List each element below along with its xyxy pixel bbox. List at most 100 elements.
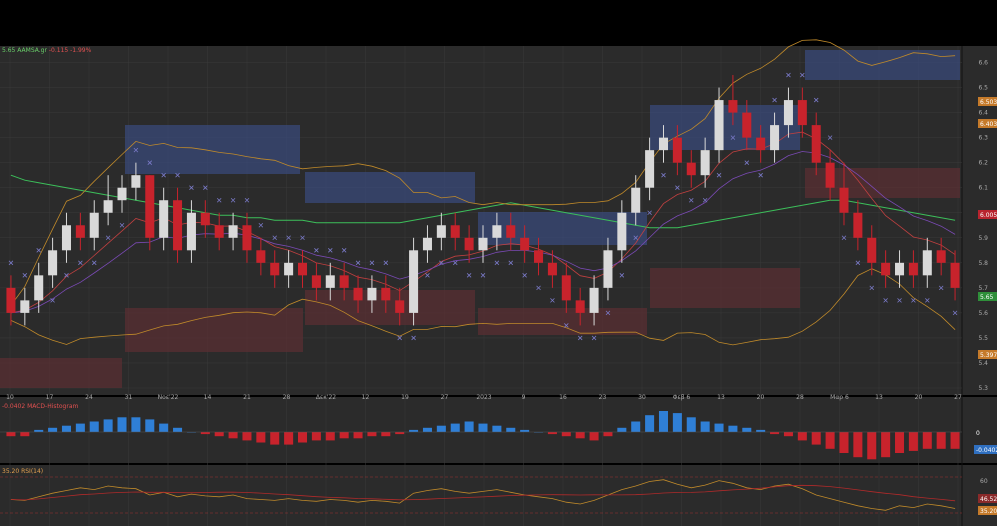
sar-marker [758,172,763,178]
zone-box-1 [305,172,475,203]
price-tick-label: 5.7 [978,285,988,292]
candle-body [353,287,363,301]
macd-bar [783,432,793,437]
zone-box-8 [478,308,647,335]
price-tick-label: 6.4 [978,110,988,117]
candle-body [159,200,169,238]
sar-marker [841,235,847,241]
macd-bar [450,423,460,432]
macd-bar [200,432,210,435]
sar-marker [827,135,833,140]
price-tick-label: 6.1 [978,185,988,192]
sar-marker [355,260,361,266]
sar-marker [508,260,514,266]
rsi-signal-line [10,484,956,502]
sar-marker [938,285,944,291]
macd-bar [922,432,932,449]
sar-marker [383,260,389,266]
price-tick-label: 5.5 [978,335,988,342]
x-tick-label: 27 [954,394,962,401]
rsi-axis-label: 46.52 [980,496,997,503]
candle-body [131,175,141,188]
price-badge-label: 5.397 [980,352,997,359]
sar-marker [397,335,402,341]
candle-body [103,200,113,213]
macd-bar [145,419,155,432]
candle-body [853,212,863,238]
rsi-axis-label: 35.20 [980,508,997,515]
macd-axis-label: 0 [976,430,980,437]
candle-body [783,100,793,126]
sar-marker [147,160,153,165]
price-tick-label: 6.3 [978,135,988,142]
price-tick-label: 5.3 [978,385,988,392]
candle-body [20,300,30,313]
x-tick-label: 13 [875,394,883,401]
macd-bar [714,423,724,432]
candle-body [728,100,738,113]
sar-marker [133,147,139,153]
candle-body [117,187,127,201]
sar-marker [216,197,222,203]
sar-marker [494,260,500,266]
sar-marker [119,222,125,228]
price-badge [978,292,997,301]
macd-bar [422,427,432,432]
candle-body [214,225,224,238]
price-legend: 5.65 AAMSA.gr -0.115 -1.99% [2,47,91,54]
candle-body [603,250,613,288]
sar-marker [869,285,875,291]
zone-box-4 [805,50,960,80]
x-tick-label: 14 [204,394,212,401]
candle-body [311,275,321,288]
sar-marker [466,273,472,278]
candle-body [645,150,655,188]
candle-body [89,212,99,238]
x-tick-label: 2023 [476,394,491,401]
candle-body [867,237,877,263]
candle-body [61,225,71,251]
macd-bar [672,413,682,432]
sar-marker [911,298,916,303]
macd-bar [367,432,377,437]
sar-marker [175,172,180,178]
macd-bar [214,432,224,437]
macd-bar [589,432,599,441]
candle-body [492,225,502,238]
symbol-label: 5.65 AAMSA.gr [2,47,47,54]
top-black-bar [0,0,997,46]
sar-marker [258,222,264,228]
x-tick-label: 23 [599,394,607,401]
rsi-line [10,479,956,511]
sar-marker [341,248,347,253]
sar-marker [647,210,652,216]
macd-bar [256,432,266,443]
sar-marker [564,323,569,328]
sar-marker [439,260,444,266]
macd-bar [284,432,294,445]
candle-body [575,300,585,313]
macd-bar [75,423,85,432]
x-tick-label: 24 [85,394,93,401]
macd-bar [436,425,446,432]
candle-body [547,262,557,276]
macd-bar [728,425,738,432]
rsi-badge [978,494,997,503]
macd-bar [756,429,766,432]
macd-bar [547,432,557,435]
sar-marker [244,197,250,203]
x-tick-label: 20 [757,394,765,401]
candle-body [908,262,918,276]
sar-marker [203,185,208,190]
macd-bar [839,432,849,453]
sar-marker [952,310,958,316]
candle-body [436,225,446,238]
x-tick-label: 16 [559,394,567,401]
x-tick-label: 12 [362,394,370,401]
candle-body [339,275,349,288]
sar-marker [619,273,625,278]
sar-marker [675,185,680,190]
macd-bar [506,427,516,432]
sar-marker [744,160,750,165]
